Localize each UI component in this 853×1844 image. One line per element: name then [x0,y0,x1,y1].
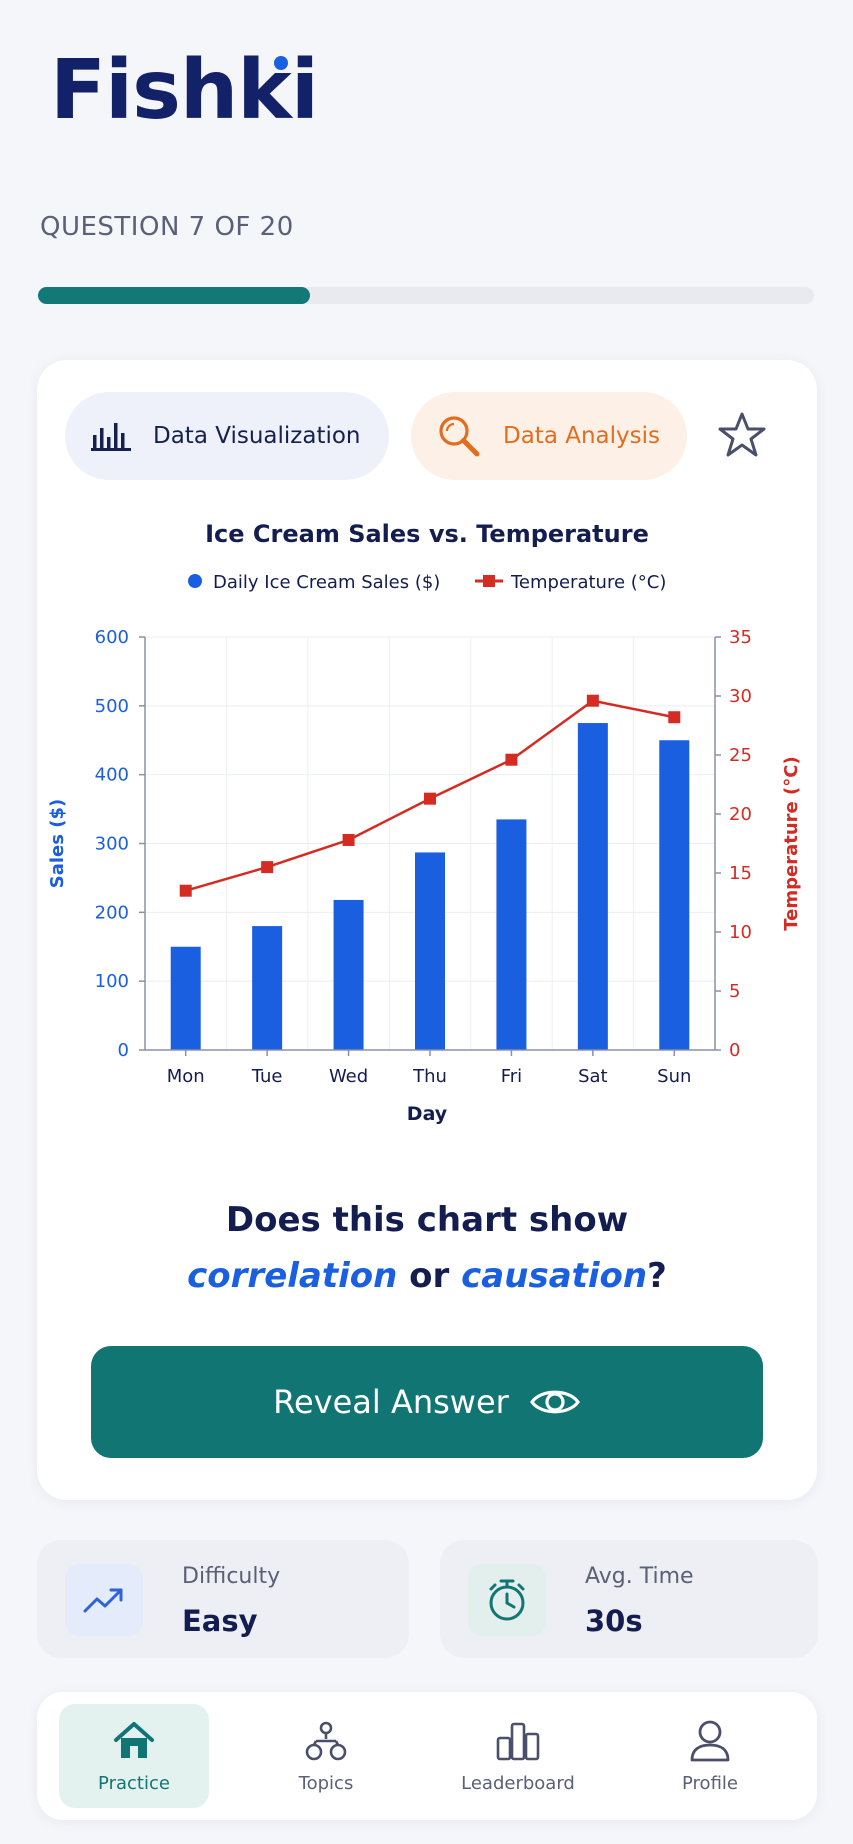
y-tick-label: 600 [95,627,129,648]
y-tick-label: 100 [95,971,129,992]
logo-dot [274,56,288,70]
x-tick-label: Sat [578,1066,608,1087]
temperature-point [261,861,274,874]
legend-temp-marker [483,575,495,587]
trending-up-icon [65,1564,143,1636]
y-tick-label: 300 [95,834,129,855]
y2-axis-label: Temperature (°C) [781,756,802,930]
topics-icon [304,1719,348,1763]
reveal-label: Reveal Answer [273,1383,509,1421]
tag-label: Data Analysis [503,423,660,449]
chart-title: Ice Cream Sales vs. Temperature [205,520,649,548]
eye-icon [529,1385,581,1419]
profile-icon [689,1719,731,1763]
temperature-point [586,694,599,707]
y2-tick-label: 0 [729,1040,740,1061]
sales-bar [333,899,364,1050]
avg-time-label: Avg. Time [585,1564,694,1589]
difficulty-stat: Difficulty Easy [37,1540,409,1658]
nav-practice[interactable]: Practice [59,1704,209,1808]
nav-label: Practice [98,1772,170,1794]
legend-sales-marker [188,574,202,588]
x-tick-label: Wed [329,1066,368,1087]
sales-bar [252,926,283,1050]
star-icon[interactable] [717,410,767,460]
temperature-point [668,711,681,724]
reveal-answer-button[interactable]: Reveal Answer [91,1346,763,1458]
y2-tick-label: 15 [729,863,752,884]
sales-bar [170,946,201,1050]
stopwatch-icon [468,1564,546,1636]
tag-data-analysis[interactable]: Data Analysis [411,392,687,480]
question-card: Data Visualization Data Analysis Ice Cre… [37,360,817,1500]
progress-bar [38,287,814,304]
nav-label: Leaderboard [461,1772,575,1794]
term-correlation: correlation [187,1256,398,1296]
tag-label: Data Visualization [153,423,361,449]
y-tick-label: 500 [95,696,129,717]
difficulty-label: Difficulty [182,1564,281,1589]
magnifier-icon [437,414,481,458]
difficulty-value: Easy [182,1604,258,1638]
x-tick-label: Thu [412,1066,447,1087]
x-tick-label: Mon [167,1066,205,1087]
x-tick-label: Sun [657,1066,691,1087]
progress-fill [38,287,310,304]
y2-tick-label: 20 [729,804,752,825]
question-line-2: correlation or causation? [37,1248,817,1304]
question-counter: QUESTION 7 OF 20 [40,212,294,242]
temperature-point [505,753,518,766]
sales-bar [415,852,445,1050]
y-tick-label: 200 [95,902,129,923]
y-axis-label: Sales ($) [47,799,68,888]
x-axis-label: Day [407,1103,448,1125]
y2-tick-label: 10 [729,922,752,943]
y2-tick-label: 25 [729,745,752,766]
avg-time-value: 30s [585,1604,643,1638]
temperature-point [179,884,192,897]
question-mark: ? [647,1256,667,1296]
x-tick-label: Tue [251,1066,283,1087]
legend-sales-label: Daily Ice Cream Sales ($) [213,572,440,593]
nav-leaderboard[interactable]: Leaderboard [443,1704,593,1808]
y-tick-label: 0 [118,1040,129,1061]
temperature-point [342,833,355,846]
nav-label: Topics [298,1772,354,1794]
question-connector: or [409,1256,450,1296]
y2-tick-label: 5 [729,981,740,1002]
nav-topics[interactable]: Topics [251,1704,401,1808]
home-icon [112,1719,156,1763]
tag-data-visualization[interactable]: Data Visualization [65,392,389,480]
legend-temp-label: Temperature (°C) [510,572,666,593]
temperature-line [185,699,675,892]
x-tick-label: Fri [501,1066,522,1087]
bottom-nav: Practice Topics Leaderboard [37,1692,817,1820]
sales-bar [659,740,690,1050]
leaderboard-icon [495,1719,541,1763]
nav-label: Profile [682,1772,738,1794]
sales-bar [577,723,608,1050]
y-tick-label: 400 [95,765,129,786]
avg-time-stat: Avg. Time 30s [440,1540,818,1658]
term-causation: causation [461,1256,648,1296]
question-line-1: Does this chart show [225,1200,629,1240]
sales-bar [496,819,527,1050]
y2-tick-label: 30 [729,686,752,707]
temperature-point [424,792,436,805]
y2-tick-label: 35 [729,627,752,648]
question-text: Does this chart show correlation or caus… [37,1192,817,1304]
nav-profile[interactable]: Profile [635,1704,785,1808]
bar-chart-icon [91,421,131,451]
